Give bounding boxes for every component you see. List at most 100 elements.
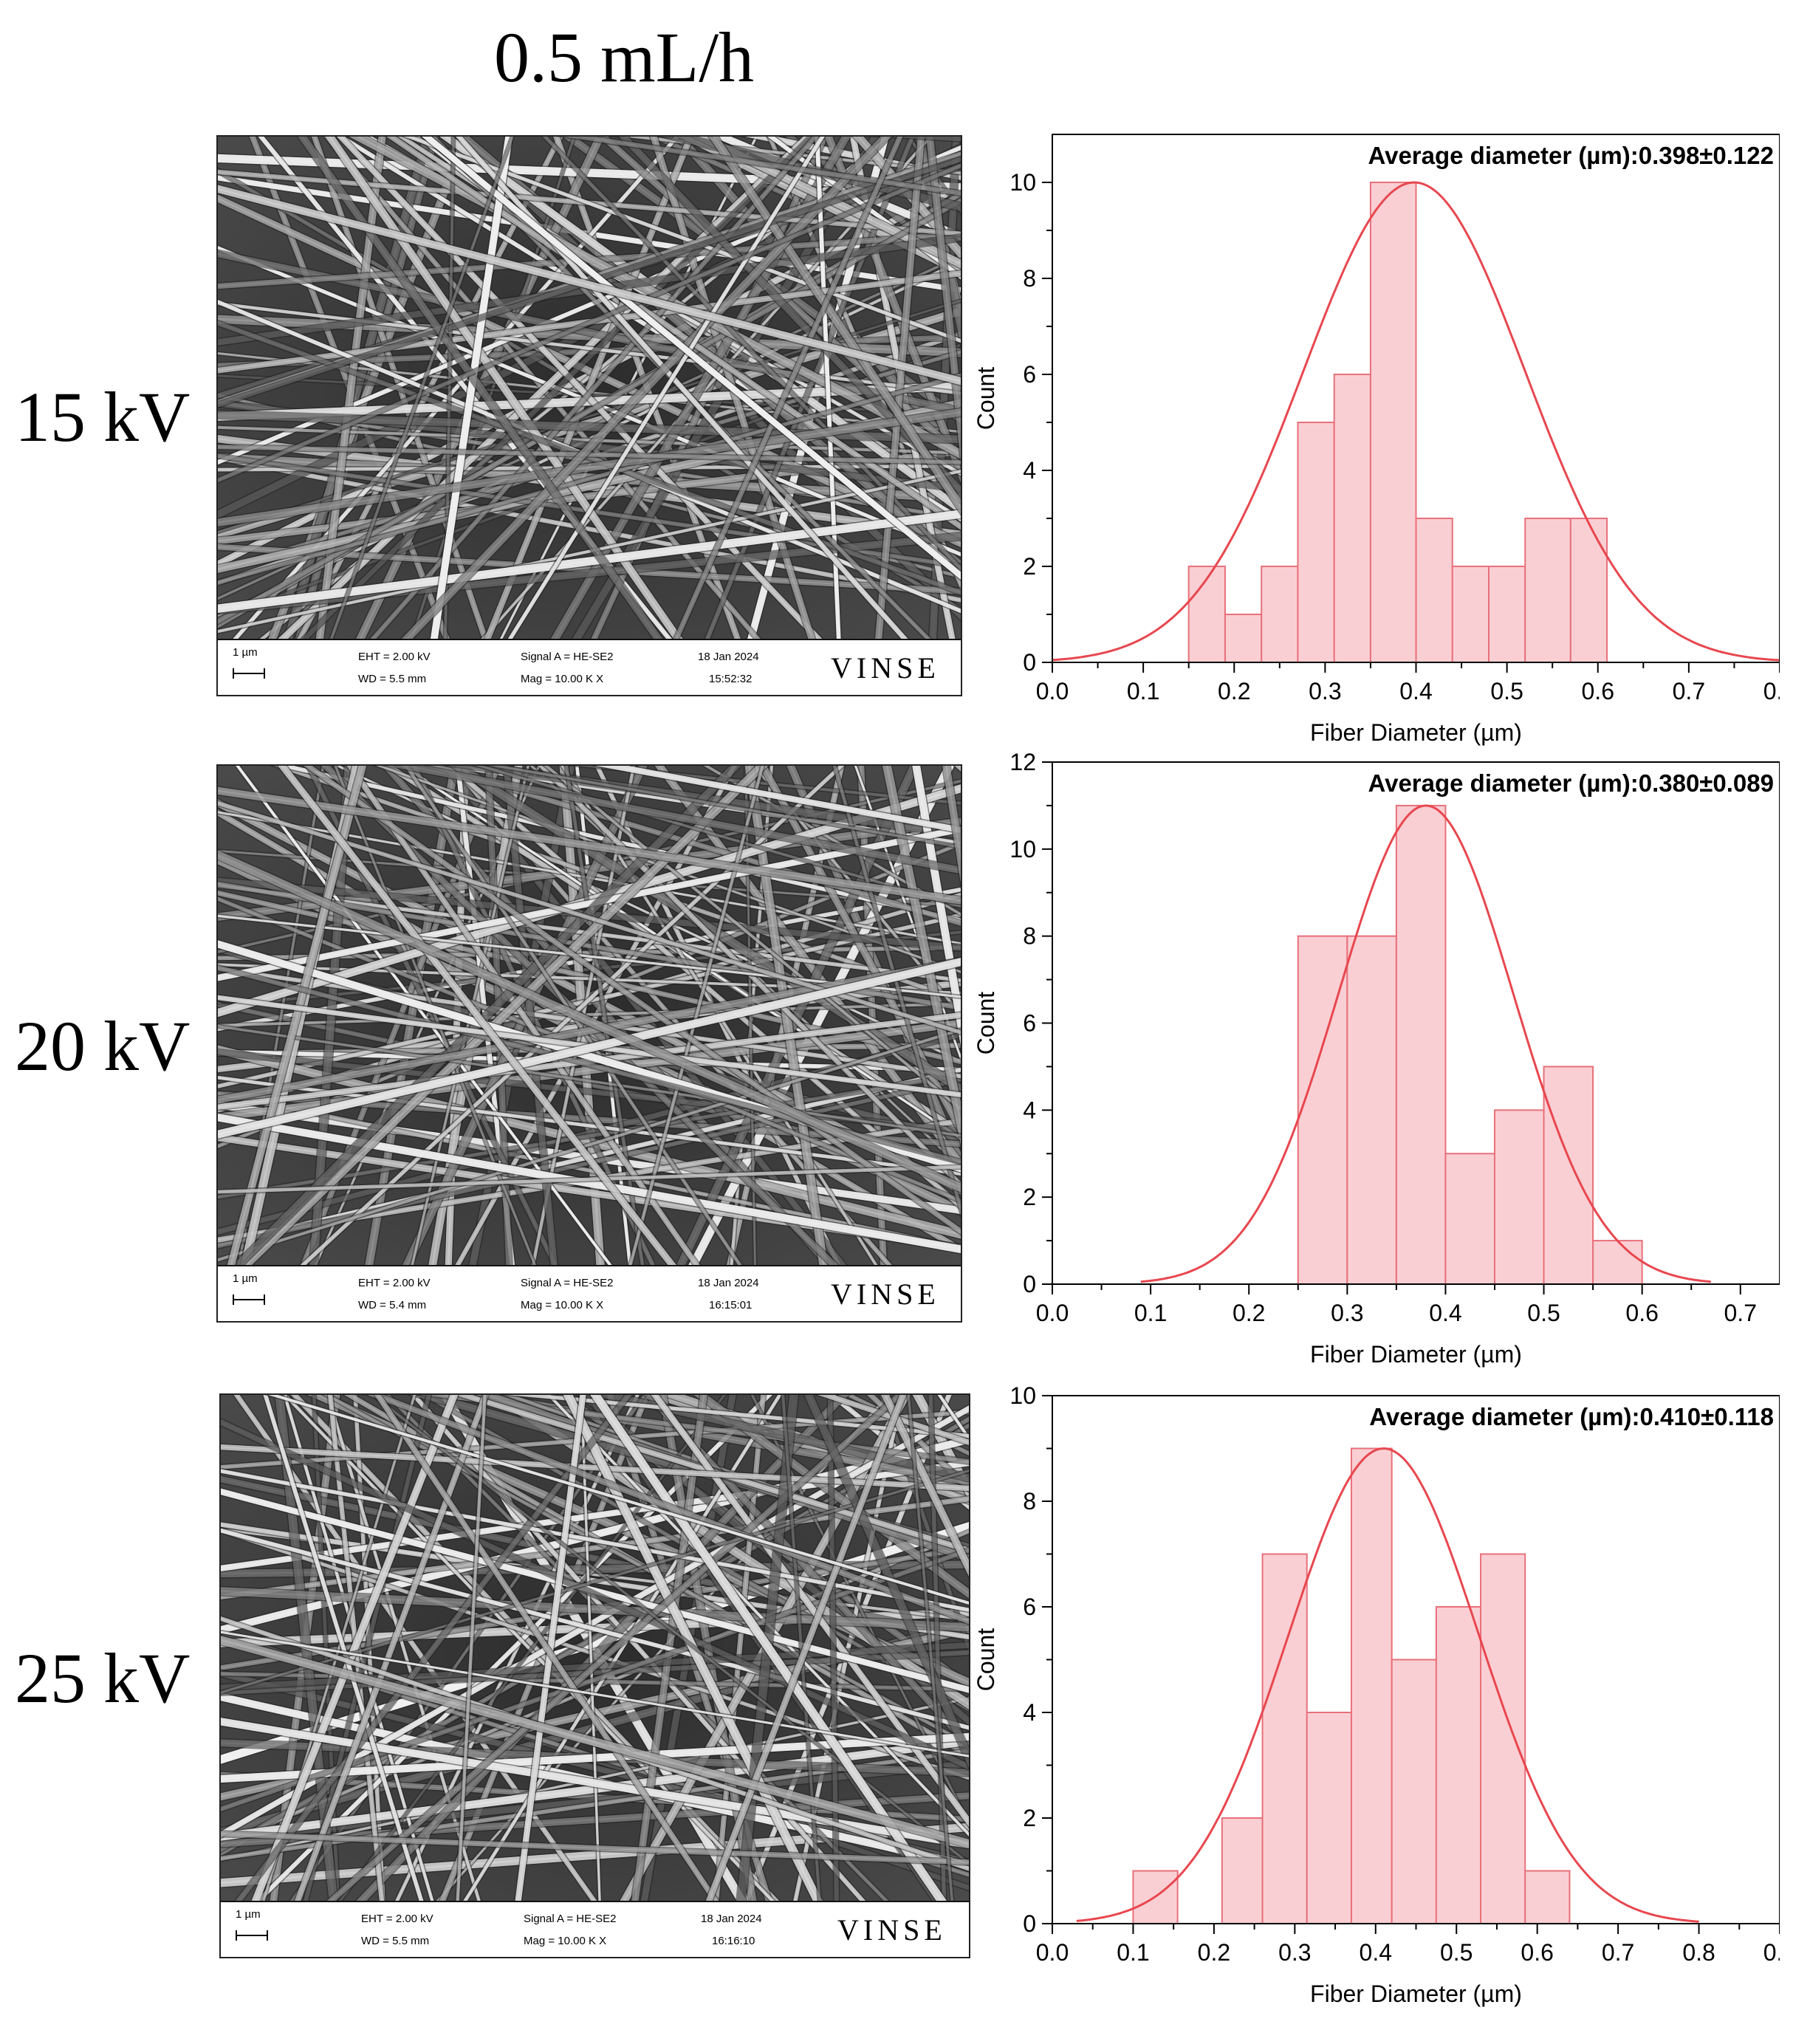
histogram-bar [1306,1712,1352,1924]
row-label-15kv: 15 kV [15,377,191,456]
sem-databar: 1 µm EHT = 2.00 kV WD = 5.5 mm Signal A … [221,1901,969,1957]
x-tick-label: 0.5 [1490,678,1523,704]
scale-bar [236,1930,268,1941]
date-text: 18 Jan 2024 [701,1913,762,1925]
y-tick-label: 2 [1023,1184,1036,1210]
x-tick-label: 0.4 [1360,1939,1392,1966]
gaussian-fit-curve [1052,181,1780,662]
x-tick-label: 0.7 [1602,1939,1634,1966]
x-tick-label: 0.7 [1673,678,1705,704]
average-diameter-annotation: Average diameter (µm):0.410±0.118 [1369,1403,1774,1430]
date-text: 18 Jan 2024 [698,1277,759,1289]
sem-fiber-texture [218,766,961,1265]
wd-text: WD = 5.4 mm [358,1299,427,1311]
mag-text: Mag = 10.00 K X [521,1299,604,1311]
histogram-bar [1261,566,1299,663]
gaussian-fit-curve [1076,1447,1699,1923]
y-tick-label: 4 [1023,1699,1036,1726]
wd-text: WD = 5.5 mm [358,673,427,685]
eht-text: EHT = 2.00 kV [358,1277,431,1289]
x-tick-label: 0.3 [1331,1300,1363,1326]
histogram-bar [1524,1870,1571,1924]
scale-label: 1 µm [233,646,258,659]
histogram-bar [1391,1659,1437,1924]
sem-databar: 1 µm EHT = 2.00 kV WD = 5.5 mm Signal A … [218,639,961,695]
x-tick-label: 0.4 [1429,1300,1461,1326]
x-tick-label: 0.7 [1724,1300,1757,1326]
histogram-bar [1261,1553,1308,1924]
y-tick-label: 6 [1023,1594,1036,1620]
average-diameter-annotation: Average diameter (µm):0.380±0.089 [1368,769,1774,797]
y-tick-label: 4 [1023,457,1036,484]
x-tick-label: 0.9 [1763,1939,1780,1966]
y-tick-label: 12 [1009,753,1036,775]
y-tick-label: 0 [1023,1271,1036,1297]
histogram-bar [1480,1553,1526,1924]
histogram-bar [1488,566,1526,663]
sem-fiber-texture [221,1395,969,1901]
x-tick-label: 0.6 [1582,678,1614,704]
y-tick-label: 4 [1023,1097,1036,1123]
x-tick-label: 0.5 [1440,1939,1473,1966]
x-tick-label: 0.8 [1763,678,1780,704]
brand-logo: VINSE [837,1913,947,1947]
date-text: 18 Jan 2024 [698,651,759,663]
mag-text: Mag = 10.00 K X [521,673,604,685]
y-tick-label: 6 [1023,361,1036,388]
histogram-bar [1333,374,1371,663]
y-tick-label: 10 [1009,169,1036,196]
histogram-15kv: 0.0 0.1 0.2 0.3 0.4 0.5 0.6 0.7 0.8 0 2 4 6 8 10 Fiber … [973,134,1780,746]
scale-bar [233,668,265,679]
eht-text: EHT = 2.00 kV [358,651,431,663]
sem-image-20kv: 1 µm EHT = 2.00 kV WD = 5.4 mm Signal A … [216,764,962,1323]
histogram-bar [1224,614,1263,663]
x-tick-label: 0.3 [1278,1939,1311,1966]
x-tick-label: 0.1 [1117,1939,1149,1966]
histogram-bar [1346,935,1397,1286]
brand-logo: VINSE [831,1278,940,1311]
histogram-bar [1435,1606,1482,1924]
scale-bar [233,1294,265,1305]
histogram-bar [1297,422,1335,663]
time-text: 16:16:10 [712,1935,755,1947]
y-tick-label: 8 [1023,265,1036,292]
histogram-bar [1451,566,1490,663]
histogram-bar [1569,518,1608,663]
histogram-bar [1187,566,1226,663]
x-tick-label: 0.8 [1682,1939,1715,1966]
x-tick-label: 0.0 [1036,678,1069,704]
y-tick-label: 2 [1023,553,1036,580]
histogram-bar [1493,1109,1545,1286]
time-text: 16:15:01 [709,1299,753,1311]
histogram-bar [1592,1240,1643,1285]
signal-text: Signal A = HE-SE2 [521,651,614,663]
x-tick-label: 0.3 [1309,678,1341,704]
histogram-25kv: 0.0 0.1 0.2 0.3 0.4 0.5 0.6 0.7 0.8 0.9 0 2 4 6 8 10 Fib… [973,1387,1780,2007]
x-tick-label: 0.2 [1233,1300,1265,1326]
y-axis-label: Count [973,992,999,1055]
wd-text: WD = 5.5 mm [361,1935,430,1947]
x-tick-label: 0.2 [1198,1939,1230,1966]
page-title: 0.5 mL/h [494,18,754,97]
y-axis-label: Count [973,1628,999,1692]
row-label-25kv: 25 kV [15,1639,191,1718]
y-tick-label: 2 [1023,1805,1036,1831]
x-tick-label: 0.6 [1521,1939,1553,1966]
x-axis-label: Fiber Diameter (µm) [1310,1341,1522,1368]
sem-image-15kv: 1 µm EHT = 2.00 kV WD = 5.5 mm Signal A … [216,135,962,696]
scale-label: 1 µm [236,1908,261,1921]
histogram-bar [1369,182,1417,663]
x-axis-label: Fiber Diameter (µm) [1310,1980,1522,2007]
x-axis-label: Fiber Diameter (µm) [1310,719,1522,746]
sem-image-25kv: 1 µm EHT = 2.00 kV WD = 5.5 mm Signal A … [219,1393,970,1958]
y-tick-label: 8 [1023,923,1036,950]
time-text: 15:52:32 [709,673,753,685]
x-tick-label: 0.0 [1036,1300,1069,1326]
average-diameter-annotation: Average diameter (µm):0.398±0.122 [1368,142,1774,169]
gaussian-fit-curve [1140,804,1711,1283]
histogram-bar [1524,518,1571,663]
signal-text: Signal A = HE-SE2 [524,1913,617,1925]
x-tick-label: 0.0 [1036,1939,1069,1966]
sem-fiber-texture [218,137,961,639]
x-tick-label: 0.6 [1625,1300,1658,1326]
